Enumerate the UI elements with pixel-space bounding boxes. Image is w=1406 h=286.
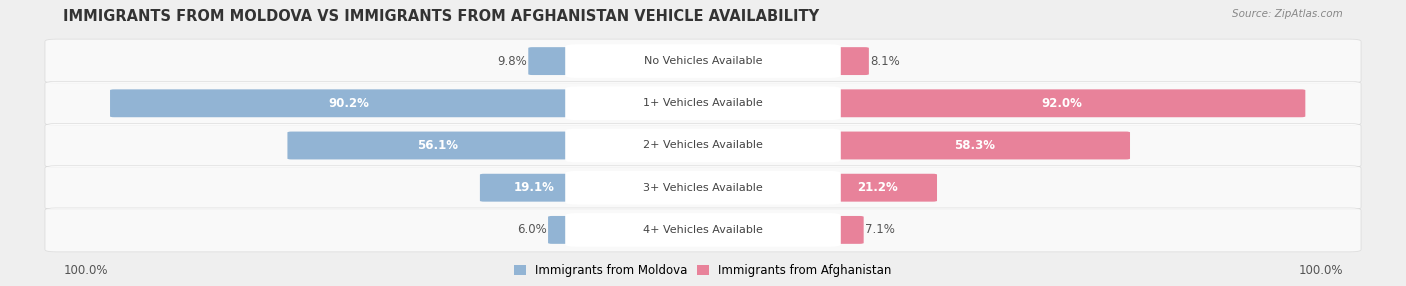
Text: 58.3%: 58.3% — [953, 139, 994, 152]
Text: 19.1%: 19.1% — [513, 181, 554, 194]
Text: No Vehicles Available: No Vehicles Available — [644, 56, 762, 66]
Text: 100.0%: 100.0% — [1298, 264, 1343, 277]
Text: 2+ Vehicles Available: 2+ Vehicles Available — [643, 140, 763, 150]
Text: Source: ZipAtlas.com: Source: ZipAtlas.com — [1232, 9, 1343, 19]
Text: 4+ Vehicles Available: 4+ Vehicles Available — [643, 225, 763, 235]
Text: 9.8%: 9.8% — [498, 55, 527, 67]
Text: IMMIGRANTS FROM MOLDOVA VS IMMIGRANTS FROM AFGHANISTAN VEHICLE AVAILABILITY: IMMIGRANTS FROM MOLDOVA VS IMMIGRANTS FR… — [63, 9, 820, 23]
Text: 92.0%: 92.0% — [1042, 97, 1083, 110]
Text: 8.1%: 8.1% — [870, 55, 900, 67]
Text: 1+ Vehicles Available: 1+ Vehicles Available — [643, 98, 763, 108]
Text: 56.1%: 56.1% — [418, 139, 458, 152]
Text: 90.2%: 90.2% — [329, 97, 370, 110]
Text: 3+ Vehicles Available: 3+ Vehicles Available — [643, 183, 763, 193]
Text: 21.2%: 21.2% — [858, 181, 898, 194]
Legend: Immigrants from Moldova, Immigrants from Afghanistan: Immigrants from Moldova, Immigrants from… — [515, 264, 891, 277]
Text: 100.0%: 100.0% — [63, 264, 108, 277]
Text: 7.1%: 7.1% — [865, 223, 896, 237]
Text: 6.0%: 6.0% — [517, 223, 547, 237]
